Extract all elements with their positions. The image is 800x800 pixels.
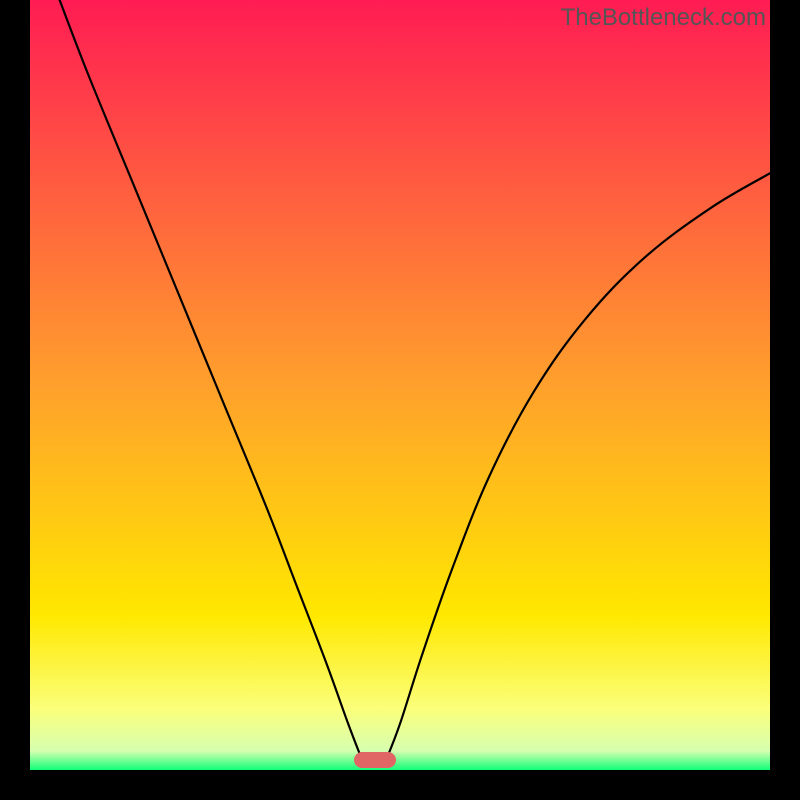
cusp-marker: [354, 752, 396, 768]
chart-container: TheBottleneck.com: [0, 0, 800, 800]
right-branch-curve: [385, 173, 770, 762]
plot-area: [30, 0, 770, 770]
watermark-text: TheBottleneck.com: [561, 4, 766, 32]
left-branch-curve: [60, 0, 363, 762]
curve-layer: [30, 0, 770, 770]
